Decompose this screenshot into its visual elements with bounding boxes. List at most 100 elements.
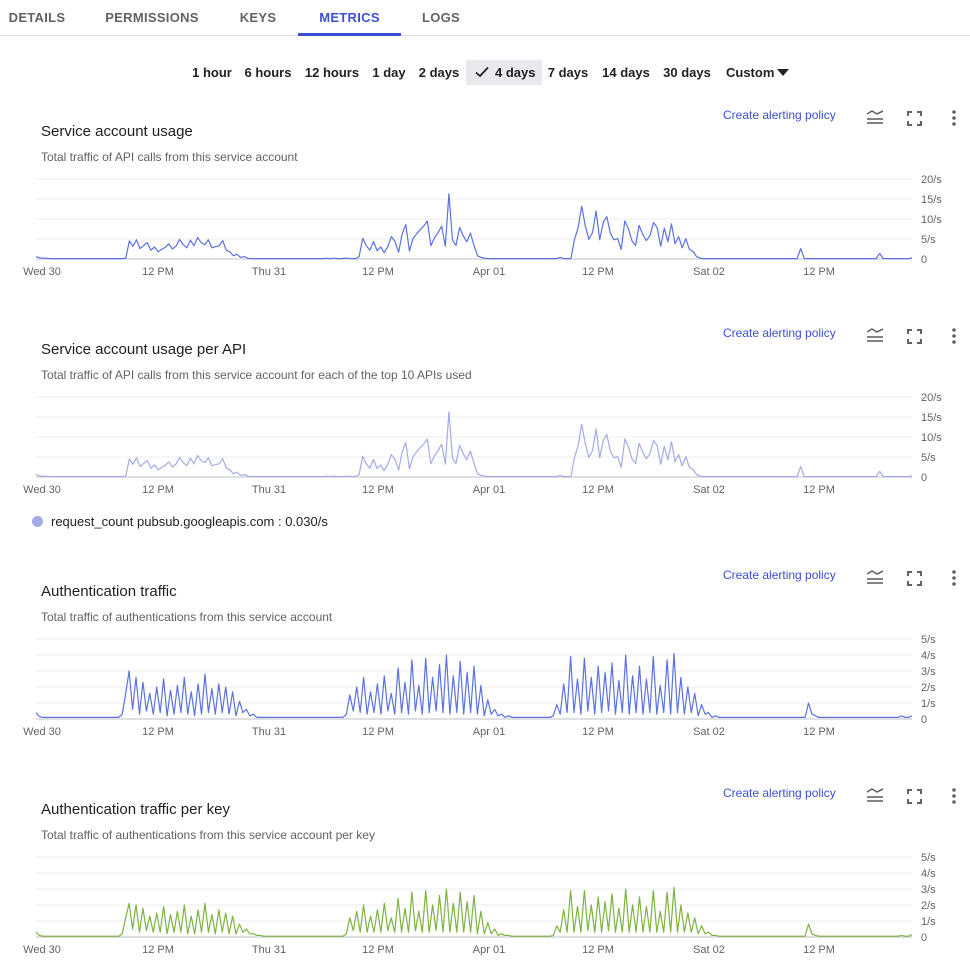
- time-range-label: 4 days: [495, 65, 536, 80]
- y-tick-label: 20/s: [921, 392, 942, 404]
- caret-down-icon: [777, 69, 789, 76]
- y-tick-label: 5/s: [921, 852, 936, 864]
- tab-details[interactable]: DETAILS: [8, 10, 66, 25]
- y-tick-label: 20/s: [921, 174, 942, 186]
- x-tick-label: Thu 31: [252, 726, 286, 738]
- y-tick-label: 0: [921, 254, 927, 266]
- card-title: Service account usage: [41, 123, 193, 140]
- y-tick-label: 1/s: [921, 916, 936, 928]
- y-tick-label: 0: [921, 472, 927, 484]
- time-range-7-days[interactable]: 7 days: [547, 65, 589, 80]
- fullscreen-icon[interactable]: [907, 571, 922, 586]
- time-range-14-days[interactable]: 14 days: [602, 65, 650, 80]
- tab-metrics[interactable]: METRICS: [319, 10, 380, 25]
- time-range-2-days[interactable]: 2 days: [418, 65, 460, 80]
- y-tick-label: 3/s: [921, 884, 936, 896]
- x-tick-label: 12 PM: [803, 944, 835, 956]
- y-tick-label: 1/s: [921, 698, 936, 710]
- more-options-icon[interactable]: [951, 327, 957, 345]
- legend-color-dot: [32, 516, 43, 527]
- y-tick-label: 0: [921, 714, 927, 726]
- x-tick-label: 12 PM: [362, 484, 394, 496]
- x-tick-label: 12 PM: [142, 484, 174, 496]
- chart-legend-toggle-icon[interactable]: [866, 328, 884, 344]
- x-tick-label: Sat 02: [693, 726, 725, 738]
- legend-separator: :: [277, 514, 282, 529]
- x-tick-label: Sat 02: [693, 266, 725, 278]
- x-tick-label: 12 PM: [142, 726, 174, 738]
- fullscreen-icon[interactable]: [907, 789, 922, 804]
- y-tick-label: 2/s: [921, 682, 936, 694]
- x-tick-label: Thu 31: [252, 944, 286, 956]
- series-line[interactable]: [35, 652, 913, 719]
- custom-label: Custom: [726, 65, 775, 80]
- time-range-custom-dropdown[interactable]: Custom: [722, 60, 798, 85]
- chart-legend-toggle-icon[interactable]: [866, 110, 884, 126]
- x-tick-label: Apr 01: [473, 944, 505, 956]
- x-tick-label: 12 PM: [803, 484, 835, 496]
- card-title: Authentication traffic: [41, 583, 177, 600]
- chart-service-account-usage: 20/s 15/s 10/s 5/s 0 Wed 30 12 PM Thu 31 12 PM Ap…: [23, 174, 942, 278]
- tab-bar: DETAILS PERMISSIONS KEYS METRICS LOGS: [0, 0, 970, 36]
- y-tick-label: 4/s: [921, 650, 936, 662]
- create-alerting-policy-link[interactable]: Create alerting policy: [723, 108, 836, 122]
- tab-permissions[interactable]: PERMISSIONS: [105, 10, 199, 25]
- y-tick-label: 5/s: [921, 234, 936, 246]
- chart-legend-toggle-icon[interactable]: [866, 788, 884, 804]
- card-subtitle: Total traffic of API calls from this ser…: [41, 368, 472, 382]
- chart-authentication-traffic: 5/s 4/s 3/s 2/s 1/s 0 Wed 30 12 PM Thu 31 12 PM Ap…: [23, 634, 936, 738]
- x-tick-label: 12 PM: [362, 726, 394, 738]
- x-tick-label: 12 PM: [582, 484, 614, 496]
- x-tick-label: 12 PM: [142, 266, 174, 278]
- fullscreen-icon[interactable]: [907, 329, 922, 344]
- tab-logs[interactable]: LOGS: [421, 10, 461, 25]
- x-tick-label: 12 PM: [582, 944, 614, 956]
- time-range-30-days[interactable]: 30 days: [663, 65, 711, 80]
- fullscreen-icon[interactable]: [907, 111, 922, 126]
- series-line[interactable]: [35, 886, 913, 937]
- create-alerting-policy-link[interactable]: Create alerting policy: [723, 326, 836, 340]
- x-tick-label: Sat 02: [693, 944, 725, 956]
- y-tick-label: 3/s: [921, 666, 936, 678]
- x-tick-label: Wed 30: [23, 726, 61, 738]
- tab-keys[interactable]: KEYS: [239, 10, 277, 25]
- x-tick-label: 12 PM: [362, 944, 394, 956]
- time-range-6-hours[interactable]: 6 hours: [244, 65, 292, 80]
- x-tick-label: 12 PM: [362, 266, 394, 278]
- y-tick-label: 4/s: [921, 868, 936, 880]
- more-options-icon[interactable]: [951, 569, 957, 587]
- card-title: Authentication traffic per key: [41, 801, 230, 818]
- y-tick-label: 10/s: [921, 214, 942, 226]
- series-line[interactable]: [35, 193, 913, 260]
- create-alerting-policy-link[interactable]: Create alerting policy: [723, 568, 836, 582]
- y-tick-label: 0: [921, 932, 927, 944]
- create-alerting-policy-link[interactable]: Create alerting policy: [723, 786, 836, 800]
- more-options-icon[interactable]: [951, 787, 957, 805]
- card-subtitle: Total traffic of authentications from th…: [41, 610, 333, 624]
- y-tick-label: 15/s: [921, 412, 942, 424]
- x-tick-label: 12 PM: [582, 266, 614, 278]
- chart-legend-toggle-icon[interactable]: [866, 570, 884, 586]
- time-range-4-days[interactable]: 4 days: [466, 60, 542, 85]
- time-range-12-hours[interactable]: 12 hours: [304, 65, 360, 80]
- card-subtitle: Total traffic of API calls from this ser…: [41, 150, 298, 164]
- more-options-icon[interactable]: [951, 109, 957, 127]
- x-tick-label: Apr 01: [473, 266, 505, 278]
- x-tick-label: Sat 02: [693, 484, 725, 496]
- active-tab-indicator: [298, 33, 401, 36]
- x-tick-label: 12 PM: [803, 266, 835, 278]
- series-line[interactable]: [35, 411, 913, 478]
- legend-series-name: request_count pubsub.googleapis.com: [51, 514, 275, 529]
- x-tick-label: Thu 31: [252, 484, 286, 496]
- x-tick-label: 12 PM: [142, 944, 174, 956]
- y-tick-label: 5/s: [921, 634, 936, 646]
- chart-legend[interactable]: request_count pubsub.googleapis.com : 0.…: [32, 514, 328, 529]
- time-range-1-hour[interactable]: 1 hour: [192, 65, 232, 80]
- time-range-1-day[interactable]: 1 day: [372, 65, 406, 80]
- x-tick-label: 12 PM: [803, 726, 835, 738]
- x-tick-label: Wed 30: [23, 266, 61, 278]
- x-tick-label: Apr 01: [473, 484, 505, 496]
- x-tick-label: Wed 30: [23, 944, 61, 956]
- x-tick-label: Wed 30: [23, 484, 61, 496]
- x-tick-label: Apr 01: [473, 726, 505, 738]
